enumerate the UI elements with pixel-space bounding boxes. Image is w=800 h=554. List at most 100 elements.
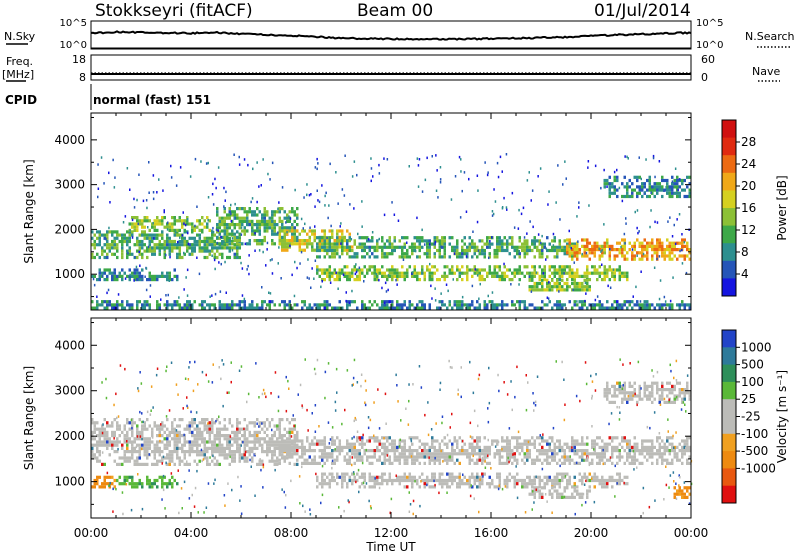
power-cell [228, 216, 231, 220]
vel-cell [413, 436, 416, 440]
vel-cell [426, 478, 429, 483]
vel-cell [256, 434, 259, 438]
vel-cell [508, 439, 511, 443]
vel-cell [316, 442, 319, 446]
power-cell [501, 300, 504, 304]
power-cell [271, 223, 274, 227]
power-cell [336, 229, 339, 233]
power-cell [428, 306, 431, 310]
power-scatter-cell [170, 176, 173, 179]
vel-cell [243, 430, 246, 434]
vel-cell [193, 443, 196, 447]
power-cell [323, 245, 326, 249]
power-cell [176, 233, 179, 237]
vel-cell [106, 424, 109, 428]
power-cell [401, 265, 404, 269]
power-scatter-cell [645, 158, 647, 161]
power-cell [428, 303, 431, 307]
power-cell [128, 246, 131, 250]
power-cell [611, 306, 614, 310]
vel-cell [123, 450, 126, 454]
vel-cell [433, 439, 436, 443]
vel-cell [366, 455, 369, 459]
power-cell [231, 303, 234, 307]
vel-cell [563, 486, 566, 490]
power-cell [626, 182, 629, 186]
vel-cell [643, 455, 646, 459]
vel-cell [106, 443, 109, 447]
power-cell [211, 243, 214, 247]
power-cell [113, 236, 116, 240]
vel-cell [368, 449, 371, 453]
power-scatter-cell [598, 247, 600, 251]
power-cell [596, 244, 599, 248]
power-cell [676, 175, 679, 179]
power-cell [111, 233, 114, 237]
power-cell [148, 243, 151, 247]
vel-cell [301, 449, 304, 453]
vel-cell [393, 458, 396, 462]
power-cell [263, 219, 266, 223]
vel-cell [598, 445, 601, 449]
power-scatter-cell [215, 228, 218, 231]
power-scatter-cell [385, 290, 388, 293]
vel-cell [583, 475, 586, 479]
power-cell [638, 251, 641, 255]
power-cell [393, 245, 396, 249]
vel-cell [258, 459, 261, 463]
vel-cell [586, 452, 589, 456]
vel-cell [451, 458, 454, 462]
vel-cell [358, 442, 361, 446]
power-cell [151, 225, 154, 229]
vel-cell [448, 472, 451, 476]
power-cell [626, 300, 629, 304]
power-cell [463, 303, 466, 307]
power-cell [633, 241, 636, 245]
vel-cell [398, 442, 401, 446]
power-cell [646, 188, 649, 192]
power-cell [591, 251, 594, 255]
power-cell [171, 278, 174, 282]
power-cell [498, 239, 501, 243]
vel-cell [226, 434, 229, 438]
power-cell [396, 303, 399, 307]
power-cell [666, 254, 669, 258]
power-cell [658, 188, 661, 192]
power-cell [158, 303, 161, 307]
power-cell [616, 175, 619, 179]
power-cell [626, 194, 629, 199]
power-cell [478, 268, 481, 272]
vel-cell [408, 449, 411, 453]
vel-cell [551, 486, 554, 490]
power-cell [436, 278, 439, 282]
vel-cell [196, 443, 199, 447]
power-cell [306, 306, 309, 310]
vel-cell [448, 439, 451, 443]
power-cell [166, 246, 169, 250]
power-cell [578, 251, 581, 255]
vel-cell [243, 418, 246, 422]
vel-cell [256, 446, 259, 450]
power-cell [523, 242, 526, 246]
power-cell [488, 255, 491, 259]
vel-cell [338, 449, 341, 453]
power-cell [618, 278, 621, 282]
power-cell [551, 278, 554, 282]
vel-cell [251, 446, 254, 450]
power-cell [286, 245, 289, 249]
vel-cell [688, 445, 691, 449]
vel-cell [346, 439, 349, 443]
power-cell [231, 219, 234, 223]
power-cell [158, 239, 161, 244]
noise-left-tick: 10^0 [60, 40, 87, 51]
vel-cell [178, 437, 181, 441]
power-cell [441, 239, 444, 243]
power-cell [93, 274, 96, 278]
power-cell [276, 210, 279, 214]
vel-cell [643, 445, 646, 449]
power-cell [396, 274, 399, 278]
power-cell [436, 239, 439, 243]
power-cell [348, 271, 351, 275]
power-cell [378, 268, 381, 272]
power-cell [406, 255, 409, 259]
